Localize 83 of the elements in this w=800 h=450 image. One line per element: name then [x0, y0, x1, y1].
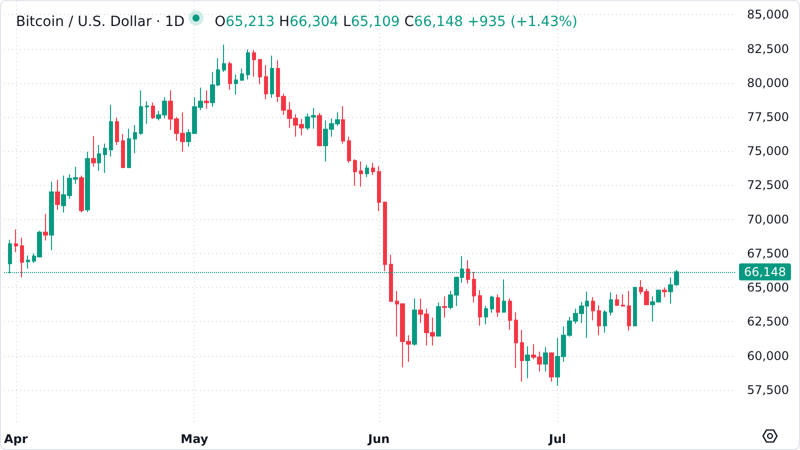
x-tick-label: Jul — [548, 432, 566, 446]
candlestick — [341, 106, 345, 144]
y-tick-label: 80,000 — [747, 76, 789, 90]
candlestick — [436, 302, 441, 338]
candlestick — [514, 312, 518, 369]
candlestick — [591, 296, 595, 321]
candlestick — [508, 298, 512, 330]
candlestick — [127, 128, 131, 169]
candlestick — [115, 117, 119, 146]
candlestick — [347, 136, 351, 164]
candlestick — [621, 294, 625, 308]
candlestick — [49, 181, 54, 251]
candlestick — [627, 290, 631, 332]
candlestick — [26, 254, 30, 269]
candlestick — [383, 201, 387, 272]
candlestick — [490, 295, 494, 314]
candlestick — [484, 305, 488, 325]
y-tick-label: 70,000 — [747, 212, 789, 226]
candlestick — [371, 162, 375, 176]
y-tick-label: 85,000 — [747, 8, 789, 22]
text: Bitcoin / U.S. Dollar · 1D — [16, 14, 185, 30]
candlestick — [270, 55, 274, 98]
candlestick — [412, 298, 417, 346]
text: O65,213 H66,304 L65,109 C66,148 +935 (+1.43%) — [214, 14, 578, 30]
candlestick — [472, 271, 476, 304]
ref-line-label: 66,148 — [744, 264, 786, 279]
candlestick — [109, 104, 113, 158]
candlestick — [145, 100, 149, 124]
candlestick — [228, 61, 232, 90]
candlestick — [151, 102, 155, 120]
candlestick — [609, 292, 613, 316]
candlestick — [359, 160, 363, 188]
y-tick-label: 82,500 — [747, 42, 789, 56]
y-tick-label: 62,500 — [747, 314, 789, 329]
candlestick — [377, 166, 381, 212]
candlestick — [603, 310, 607, 334]
y-tick-label: 60,000 — [747, 348, 789, 363]
candlestick — [139, 90, 143, 136]
candlestick — [662, 287, 667, 298]
candlestick — [222, 44, 226, 72]
y-tick-label: 72,500 — [747, 178, 789, 192]
candlestick — [543, 346, 548, 372]
candlestick — [525, 346, 530, 379]
candlestick — [14, 229, 18, 253]
x-tick-label: May — [180, 432, 208, 446]
candlestick — [633, 286, 637, 327]
candlestick — [79, 175, 84, 213]
candlestick — [204, 90, 209, 110]
y-tick-label: 75,000 — [747, 144, 789, 158]
candlestick — [133, 124, 137, 154]
candlestick — [43, 213, 48, 241]
candlestick — [103, 143, 107, 174]
candlestick — [55, 179, 60, 210]
candlestick — [549, 352, 554, 382]
y-tick-label: 77,500 — [747, 110, 789, 124]
candlestick — [365, 164, 369, 178]
x-tick-label: Jun — [367, 432, 390, 446]
candlestick — [478, 290, 482, 326]
candlestick — [389, 254, 393, 302]
candlestick — [121, 134, 125, 169]
y-tick-label: 65,000 — [747, 280, 789, 295]
candlestick — [597, 304, 601, 336]
candlestick — [466, 260, 470, 284]
y-tick-label: 67,500 — [747, 246, 789, 260]
candlestick — [246, 48, 250, 80]
candlestick — [85, 151, 90, 212]
candlestick — [240, 68, 244, 82]
candlestick — [520, 329, 524, 382]
candlestick — [234, 74, 238, 95]
x-tick-label: Apr — [4, 432, 28, 446]
candlestick — [91, 136, 96, 168]
candlestick — [252, 50, 256, 78]
candlestick — [615, 294, 619, 306]
candlestick — [353, 158, 357, 186]
candlestick — [442, 296, 447, 318]
candlestick — [496, 294, 500, 318]
candlestick — [20, 237, 24, 278]
candlestick — [317, 112, 322, 147]
candlestick — [97, 144, 101, 172]
y-tick-label: 57,500 — [747, 382, 789, 397]
candlestick — [264, 64, 268, 100]
candlestick — [502, 278, 506, 314]
candlestick — [258, 58, 262, 85]
